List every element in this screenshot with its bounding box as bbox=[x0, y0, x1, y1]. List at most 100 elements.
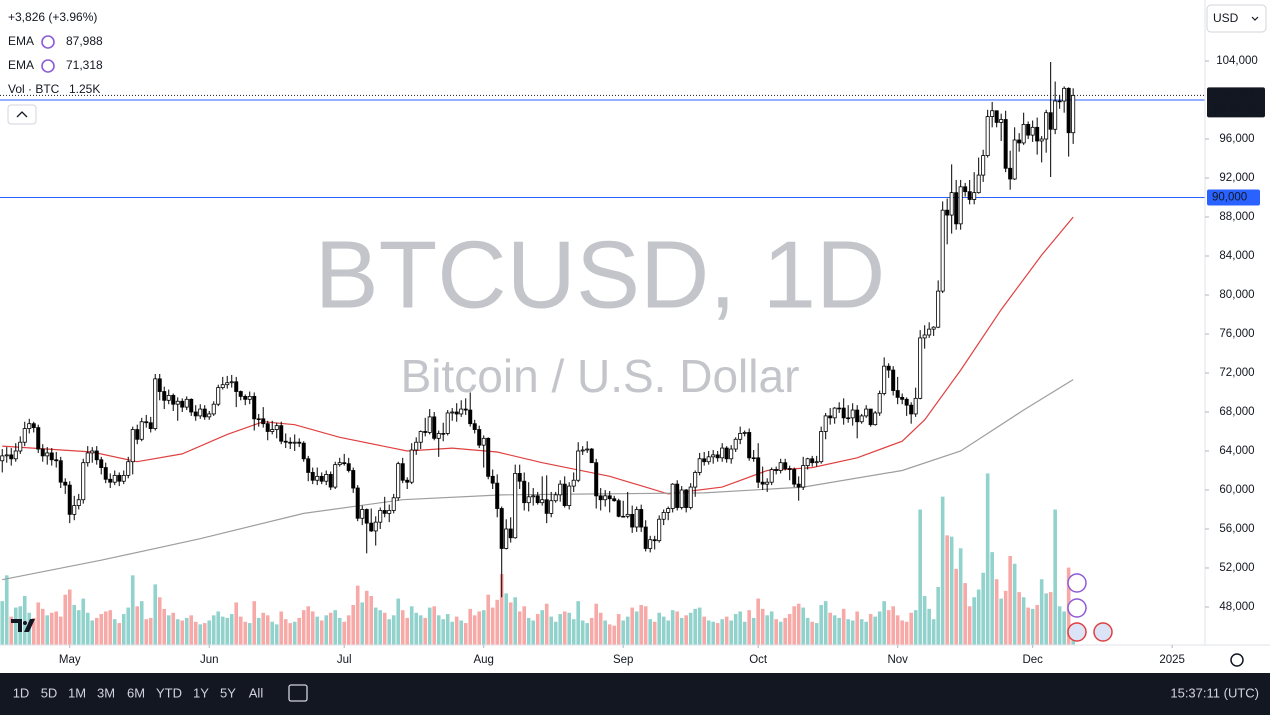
candle-body bbox=[301, 442, 306, 460]
currency-box[interactable] bbox=[1206, 4, 1267, 33]
volume-bar bbox=[990, 552, 994, 645]
volume-bar bbox=[1062, 611, 1066, 645]
volume-bar bbox=[985, 473, 990, 645]
candle-body bbox=[292, 441, 297, 444]
event-icon[interactable] bbox=[1093, 622, 1113, 642]
candle-body bbox=[549, 500, 554, 514]
volume-bar bbox=[913, 610, 918, 645]
settings-icon[interactable] bbox=[1230, 653, 1244, 667]
candle-body bbox=[382, 510, 387, 514]
candle-body bbox=[225, 382, 230, 386]
volume-bar bbox=[477, 611, 482, 645]
volume-bar bbox=[256, 617, 261, 645]
candle-body bbox=[144, 421, 149, 424]
legend-icon[interactable] bbox=[41, 59, 55, 73]
candle-body bbox=[936, 290, 941, 328]
x-tick-label: Aug bbox=[473, 654, 493, 666]
candle-body bbox=[684, 489, 689, 508]
candle-body bbox=[553, 494, 558, 502]
candle-body bbox=[954, 192, 959, 225]
volume-bar bbox=[702, 616, 706, 645]
candle-body bbox=[423, 431, 428, 433]
change-label: +3,826 (+3.96%) bbox=[8, 10, 97, 24]
candle-body bbox=[360, 509, 365, 519]
volume-bar bbox=[589, 617, 594, 645]
candle-body bbox=[882, 365, 887, 394]
candle-body bbox=[373, 521, 378, 532]
volume-bar bbox=[810, 621, 814, 645]
axis-layer: 48,000 52,000 56,000 60,000 64,000 68,000 72,0… bbox=[0, 0, 1270, 666]
candle-body bbox=[558, 483, 563, 496]
candle-body bbox=[121, 474, 126, 482]
volume-bar bbox=[688, 612, 693, 645]
volume-bar bbox=[909, 612, 913, 645]
range-button[interactable]: YTD bbox=[156, 685, 182, 700]
date-range-icon[interactable] bbox=[288, 684, 308, 702]
candle-body bbox=[729, 448, 734, 460]
range-button[interactable]: 6M bbox=[127, 685, 145, 700]
volume-bar bbox=[679, 617, 684, 645]
candle-body bbox=[841, 407, 846, 419]
currency-select[interactable]: USD bbox=[1206, 4, 1267, 33]
volume-bar bbox=[1053, 509, 1057, 645]
legend-icon[interactable] bbox=[41, 35, 55, 49]
candle-body bbox=[135, 429, 140, 440]
volume-bar bbox=[652, 621, 657, 645]
candle-body bbox=[481, 437, 486, 446]
candle-body bbox=[409, 449, 414, 483]
event-icon[interactable] bbox=[1067, 573, 1087, 593]
range-button[interactable]: 5Y bbox=[220, 685, 236, 700]
candle-body bbox=[184, 398, 189, 408]
volume-bar bbox=[405, 617, 410, 645]
volume-bar bbox=[85, 612, 90, 645]
volume-bar bbox=[594, 603, 599, 645]
volume-bar bbox=[526, 617, 531, 645]
volume-bar bbox=[445, 614, 450, 645]
x-tick-label: Sep bbox=[613, 654, 633, 666]
collapse-button[interactable] bbox=[7, 104, 37, 125]
volume-bar bbox=[877, 611, 882, 645]
range-button[interactable]: 3M bbox=[97, 685, 115, 700]
candle-body bbox=[472, 423, 477, 430]
volume-bar bbox=[108, 610, 113, 645]
range-button[interactable]: 1M bbox=[68, 685, 86, 700]
volume-bar bbox=[981, 572, 985, 645]
candle-body bbox=[477, 429, 482, 446]
volume-bar bbox=[211, 615, 216, 645]
event-icon[interactable] bbox=[1067, 598, 1087, 618]
y-tick-label: 96,000 bbox=[1219, 133, 1254, 145]
range-button[interactable]: 1Y bbox=[193, 685, 209, 700]
candle-body bbox=[76, 499, 81, 506]
volume-bar bbox=[994, 579, 999, 645]
volume-bar bbox=[229, 614, 234, 645]
logo-mark bbox=[11, 619, 35, 632]
volume-bar bbox=[603, 620, 607, 645]
candle-body bbox=[576, 450, 581, 481]
candle-body bbox=[643, 526, 648, 549]
range-button[interactable]: All bbox=[249, 685, 264, 700]
last-price-label: 100,474 bbox=[1213, 89, 1255, 101]
candle-body bbox=[994, 110, 999, 123]
volume-bar bbox=[67, 589, 72, 645]
volume-bar bbox=[189, 615, 194, 645]
volume-bar bbox=[1039, 579, 1044, 645]
candle-body bbox=[657, 518, 662, 542]
volume-bar bbox=[801, 607, 805, 645]
range-button[interactable]: 5D bbox=[41, 685, 58, 700]
candle-body bbox=[130, 429, 135, 463]
volume-bar bbox=[337, 617, 342, 645]
candle-body bbox=[832, 407, 837, 419]
volume-bar bbox=[301, 610, 306, 645]
candle-body bbox=[900, 396, 905, 400]
candle-body bbox=[391, 497, 396, 511]
candle-body bbox=[823, 415, 828, 432]
candle-body bbox=[463, 408, 468, 411]
range-button[interactable]: 1D bbox=[13, 685, 30, 700]
volume-bar bbox=[661, 616, 666, 645]
volume-bar bbox=[774, 619, 778, 645]
volume-bar bbox=[63, 594, 68, 645]
event-icon[interactable] bbox=[1067, 622, 1087, 642]
volume-bar bbox=[288, 623, 293, 645]
volume-bar bbox=[144, 619, 149, 645]
